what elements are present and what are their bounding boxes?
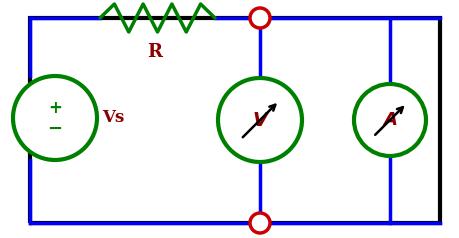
Text: +: + bbox=[48, 99, 62, 117]
Circle shape bbox=[218, 78, 302, 162]
Text: Vs: Vs bbox=[102, 109, 124, 127]
Text: A: A bbox=[382, 111, 396, 129]
Circle shape bbox=[249, 8, 269, 28]
Text: V: V bbox=[252, 110, 267, 129]
Circle shape bbox=[249, 213, 269, 233]
Text: R: R bbox=[147, 43, 162, 61]
Circle shape bbox=[353, 84, 425, 156]
Circle shape bbox=[13, 76, 97, 160]
Text: −: − bbox=[47, 120, 62, 138]
